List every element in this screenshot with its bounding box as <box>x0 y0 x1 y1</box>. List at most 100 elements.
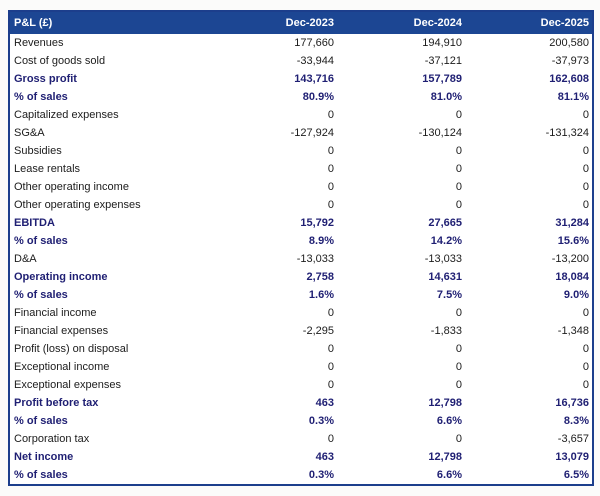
row-value: 0 <box>455 145 462 157</box>
row-value: 0 <box>327 163 334 175</box>
row-value: 31,284 <box>555 217 589 229</box>
row-value: -37,973 <box>551 55 589 67</box>
table-row: Net income 463 12,798 13,079 <box>9 448 593 466</box>
row-value: 1.6% <box>308 289 334 301</box>
row-label: Operating income <box>14 271 108 283</box>
row-value: 0 <box>327 199 334 211</box>
row-value: 0 <box>455 379 462 391</box>
row-value: 0 <box>582 379 589 391</box>
row-label: Other operating income <box>14 181 129 193</box>
row-value: 0 <box>455 199 462 211</box>
table-row: Exceptional income 0 0 0 <box>9 358 593 376</box>
row-label: Gross profit <box>14 73 77 85</box>
table-row: % of sales 80.9% 81.0% 81.1% <box>9 88 593 106</box>
row-label: Revenues <box>14 37 64 49</box>
row-value: 27,665 <box>428 217 462 229</box>
row-label: Financial expenses <box>14 325 109 337</box>
row-value: 0 <box>582 163 589 175</box>
column-header-dec-2025: Dec-2025 <box>465 11 593 34</box>
row-label: Corporation tax <box>14 433 90 445</box>
pnl-table: P&L (£) Dec-2023 Dec-2024 Dec-2025 Reven… <box>8 10 594 486</box>
row-value: 0 <box>455 307 462 319</box>
row-value: -33,944 <box>296 55 334 67</box>
row-value: 0 <box>582 361 589 373</box>
row-value: 177,660 <box>294 37 334 49</box>
row-value: 0 <box>327 109 334 121</box>
row-value: 162,608 <box>549 73 589 85</box>
row-value: 0 <box>327 433 334 445</box>
row-value: 0 <box>455 163 462 175</box>
row-value: 13,079 <box>555 451 589 463</box>
pnl-table-body: Revenues 177,660 194,910 200,580 Cost of goo… <box>9 34 593 485</box>
row-value: 0 <box>455 361 462 373</box>
row-value: 8.3% <box>563 415 589 427</box>
row-value: 18,084 <box>555 271 589 283</box>
row-value: 81.1% <box>557 91 589 103</box>
table-row: Profit (loss) on disposal 0 0 0 <box>9 340 593 358</box>
table-row: D&A -13,033 -13,033 -13,200 <box>9 250 593 268</box>
row-value: 14,631 <box>428 271 462 283</box>
row-label: Exceptional expenses <box>14 379 122 391</box>
row-value: 16,736 <box>555 397 589 409</box>
row-value: 81.0% <box>430 91 462 103</box>
row-label: Cost of goods sold <box>14 55 106 67</box>
row-value: 7.5% <box>436 289 462 301</box>
row-label: Financial income <box>14 307 97 319</box>
row-value: 0 <box>582 109 589 121</box>
table-row: Revenues 177,660 194,910 200,580 <box>9 34 593 52</box>
row-value: 0.3% <box>308 469 334 481</box>
row-label: % of sales <box>14 91 68 103</box>
table-row: Financial expenses -2,295 -1,833 -1,348 <box>9 322 593 340</box>
row-value: 14.2% <box>430 235 462 247</box>
row-value: -127,924 <box>290 127 334 139</box>
row-value: 12,798 <box>428 397 462 409</box>
row-value: 15,792 <box>300 217 334 229</box>
column-header-dec-2024: Dec-2024 <box>337 11 465 34</box>
row-value: 0 <box>455 433 462 445</box>
row-label: EBITDA <box>14 217 55 229</box>
row-label: SG&A <box>14 127 45 139</box>
table-row: Other operating income 0 0 0 <box>9 178 593 196</box>
table-row: SG&A -127,924 -130,124 -131,324 <box>9 124 593 142</box>
row-value: 8.9% <box>308 235 334 247</box>
row-label: Profit (loss) on disposal <box>14 343 129 355</box>
row-value: 194,910 <box>422 37 462 49</box>
row-label: Lease rentals <box>14 163 81 175</box>
row-value: 0 <box>455 109 462 121</box>
row-value: -131,324 <box>545 127 589 139</box>
row-value: 80.9% <box>302 91 334 103</box>
row-value: 0 <box>455 181 462 193</box>
row-label: D&A <box>14 253 37 265</box>
row-value: 463 <box>315 397 334 409</box>
row-value: 0 <box>327 361 334 373</box>
row-value: 0 <box>327 343 334 355</box>
row-value: 0 <box>327 379 334 391</box>
table-row: Operating income 2,758 14,631 18,084 <box>9 268 593 286</box>
row-value: -1,833 <box>430 325 462 337</box>
row-value: 143,716 <box>294 73 334 85</box>
row-value: -13,033 <box>296 253 334 265</box>
table-row: % of sales 0.3% 6.6% 6.5% <box>9 466 593 485</box>
row-label: Capitalized expenses <box>14 109 119 121</box>
row-value: 6.6% <box>436 469 462 481</box>
column-header-dec-2023: Dec-2023 <box>209 11 337 34</box>
row-value: 0 <box>582 145 589 157</box>
table-row: Corporation tax 0 0 -3,657 <box>9 430 593 448</box>
table-row: % of sales 0.3% 6.6% 8.3% <box>9 412 593 430</box>
row-value: 2,758 <box>306 271 334 283</box>
row-value: 0 <box>582 343 589 355</box>
table-row: Lease rentals 0 0 0 <box>9 160 593 178</box>
row-value: 0 <box>327 145 334 157</box>
row-value: -130,124 <box>418 127 462 139</box>
row-label: Profit before tax <box>14 397 99 409</box>
row-value: 0 <box>455 343 462 355</box>
table-row: % of sales 1.6% 7.5% 9.0% <box>9 286 593 304</box>
table-header-row: P&L (£) Dec-2023 Dec-2024 Dec-2025 <box>9 11 593 34</box>
table-row: Profit before tax 463 12,798 16,736 <box>9 394 593 412</box>
row-value: 12,798 <box>428 451 462 463</box>
row-value: 463 <box>315 451 334 463</box>
table-row: Financial income 0 0 0 <box>9 304 593 322</box>
row-label: Exceptional income <box>14 361 110 373</box>
table-row: Gross profit 143,716 157,789 162,608 <box>9 70 593 88</box>
row-value: 9.0% <box>563 289 589 301</box>
